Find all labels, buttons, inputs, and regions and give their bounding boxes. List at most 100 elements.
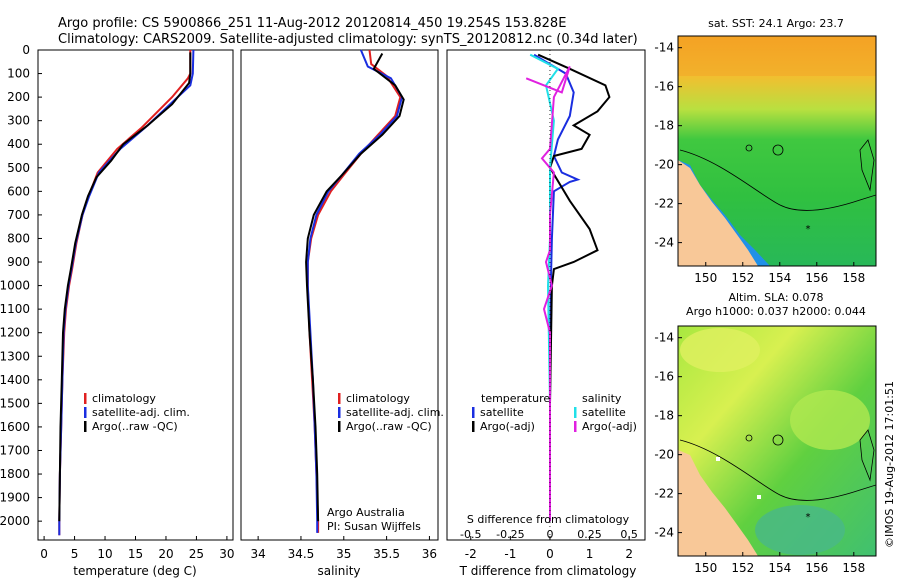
- temperature-series: [58, 49, 195, 536]
- sla-map-x-axis: 150 152 154 156 158: [694, 552, 865, 575]
- legend-swatch: [472, 407, 475, 418]
- depth-tick-label: 1300: [0, 349, 30, 363]
- sal-xtick-label: 35: [336, 547, 351, 561]
- temp-series-line: [58, 52, 192, 522]
- sal-diff-tick-label: -0.5: [460, 528, 481, 541]
- depth-tick-label: 900: [7, 255, 30, 269]
- sal-xtick-label: 35.5: [373, 547, 400, 561]
- depth-tick-label: 500: [7, 161, 30, 175]
- temp-xtick-label: 20: [158, 547, 173, 561]
- sst-reef-outline: [859, 139, 875, 192]
- depth-tick-label: 1900: [0, 491, 30, 505]
- sal-diff-tick-label: -0.25: [496, 528, 524, 541]
- depth-tick-label: 1800: [0, 467, 30, 481]
- difference-xlabel: T difference from climatology: [459, 564, 637, 578]
- depth-tick-label: 1700: [0, 443, 30, 457]
- salinity-xlabel: salinity: [317, 564, 360, 578]
- sst-map-x-axis: 150 152 154 156 158: [694, 262, 865, 285]
- sla-argo-position-marker: *: [806, 512, 811, 523]
- sla-land: [678, 450, 758, 556]
- diff-xtick-label: -1: [504, 547, 516, 561]
- legend-label: satellite-adj. clim.: [346, 406, 444, 419]
- diff-series-line: [533, 53, 581, 522]
- sst-map-panel: sat. SST: 24.1 Argo: 23.7 * 150 152 154 156…: [654, 17, 877, 285]
- sst-isobath: [679, 149, 876, 211]
- depth-tick-label: 1600: [0, 420, 30, 434]
- temperature-plot-frame: [37, 49, 234, 541]
- sla-lat-label: -14: [654, 331, 674, 345]
- sal-xtick-label: 36: [422, 547, 437, 561]
- sla-lon-label: 152: [731, 561, 754, 575]
- salinity-panel: 34 34.5 35 35.5 36 salinity climatologysatel…: [240, 49, 444, 578]
- legend-swatch: [472, 421, 475, 432]
- depth-tick-label: 1200: [0, 326, 30, 340]
- sal-diff-tick-label: 0.5: [620, 528, 638, 541]
- legend-swatch: [84, 421, 87, 432]
- depth-tick-label: 300: [7, 114, 30, 128]
- legend-title-salinity: salinity: [582, 392, 622, 405]
- difference-plot-frame: [446, 49, 646, 541]
- legend-label: climatology: [92, 392, 156, 405]
- sla-lat-label: -20: [654, 448, 674, 462]
- salinity-x-axis: 34 34.5 35 35.5 36: [250, 536, 437, 561]
- sla-lon-label: 150: [694, 561, 717, 575]
- sla-lat-label: -24: [654, 526, 674, 540]
- legend-swatch: [84, 407, 87, 418]
- sla-map-y-axis: -14 -16 -18 -20 -22 -24: [654, 331, 682, 540]
- sst-reef-2: [772, 144, 784, 156]
- sst-map-title: sat. SST: 24.1 Argo: 23.7: [708, 17, 844, 30]
- legend-label: satellite: [480, 406, 524, 419]
- sla-reef-2: [772, 434, 784, 446]
- depth-tick-label: 0: [22, 43, 30, 57]
- sst-map-y-axis: -14 -16 -18 -20 -22 -24: [654, 41, 682, 250]
- sal-xtick-label: 34.5: [288, 547, 315, 561]
- sst-lon-label: 156: [805, 271, 828, 285]
- legend-label: Argo(-adj): [582, 420, 637, 433]
- temperature-x-axis: 0 5 10 15 20 25 30: [40, 536, 235, 561]
- diff-xtick-label: 0: [546, 547, 554, 561]
- sla-lat-label: -16: [654, 370, 674, 384]
- legend-label: Argo(..raw -QC): [92, 420, 178, 433]
- depth-tick-label: 1100: [0, 302, 30, 316]
- salinity-series: [305, 49, 405, 533]
- diff-xtick-label: 1: [586, 547, 594, 561]
- sst-lon-label: 152: [731, 271, 754, 285]
- diff-xtick-label: -2: [465, 547, 477, 561]
- sla-reef-1: [745, 434, 753, 442]
- annotation-argo-australia: Argo Australia: [327, 506, 405, 519]
- sla-map-frame: [677, 325, 877, 557]
- legend-label: satellite-adj. clim.: [92, 406, 190, 419]
- legend-swatch: [338, 407, 341, 418]
- temp-xtick-label: 25: [189, 547, 204, 561]
- depth-tick-label: 1000: [0, 279, 30, 293]
- temp-xtick-label: 5: [71, 547, 79, 561]
- legend-swatch: [84, 393, 87, 404]
- depth-axis: 0 100 200 300 400 500 600 700 800 900 1000 1100 1200…: [0, 43, 42, 528]
- difference-legend: temperature salinitysatelliteArgo(-adj)sa…: [472, 392, 637, 433]
- depth-tick-label: 800: [7, 231, 30, 245]
- sst-warm-band: [678, 36, 876, 76]
- sla-map-panel: Altim. SLA: 0.078 Argo h1000: 0.037 h200…: [654, 291, 877, 575]
- depth-tick-label: 200: [7, 90, 30, 104]
- legend-swatch: [574, 421, 577, 432]
- temp-xtick-label: 10: [97, 547, 112, 561]
- sst-land: [678, 160, 758, 266]
- sst-lon-label: 150: [694, 271, 717, 285]
- legend-swatch: [338, 421, 341, 432]
- diff-xtick-label: 2: [625, 547, 633, 561]
- sst-argo-position-marker: *: [806, 224, 811, 235]
- depth-tick-label: 2000: [0, 514, 30, 528]
- sla-high-patch: [680, 328, 760, 372]
- header-line-1: Argo profile: CS 5900866_251 11-Aug-2012…: [58, 16, 566, 31]
- sla-lon-label: 154: [768, 561, 791, 575]
- legend-label: satellite: [582, 406, 626, 419]
- diff-series-line: [537, 53, 611, 522]
- depth-tick-label: 1500: [0, 396, 30, 410]
- imos-credit: ©IMOS 19-Aug-2012 17:01:51: [883, 381, 896, 548]
- temperature-xlabel: temperature (deg C): [73, 564, 196, 578]
- sla-map-title: Altim. SLA: 0.078: [728, 291, 823, 304]
- temp-xtick-label: 30: [219, 547, 234, 561]
